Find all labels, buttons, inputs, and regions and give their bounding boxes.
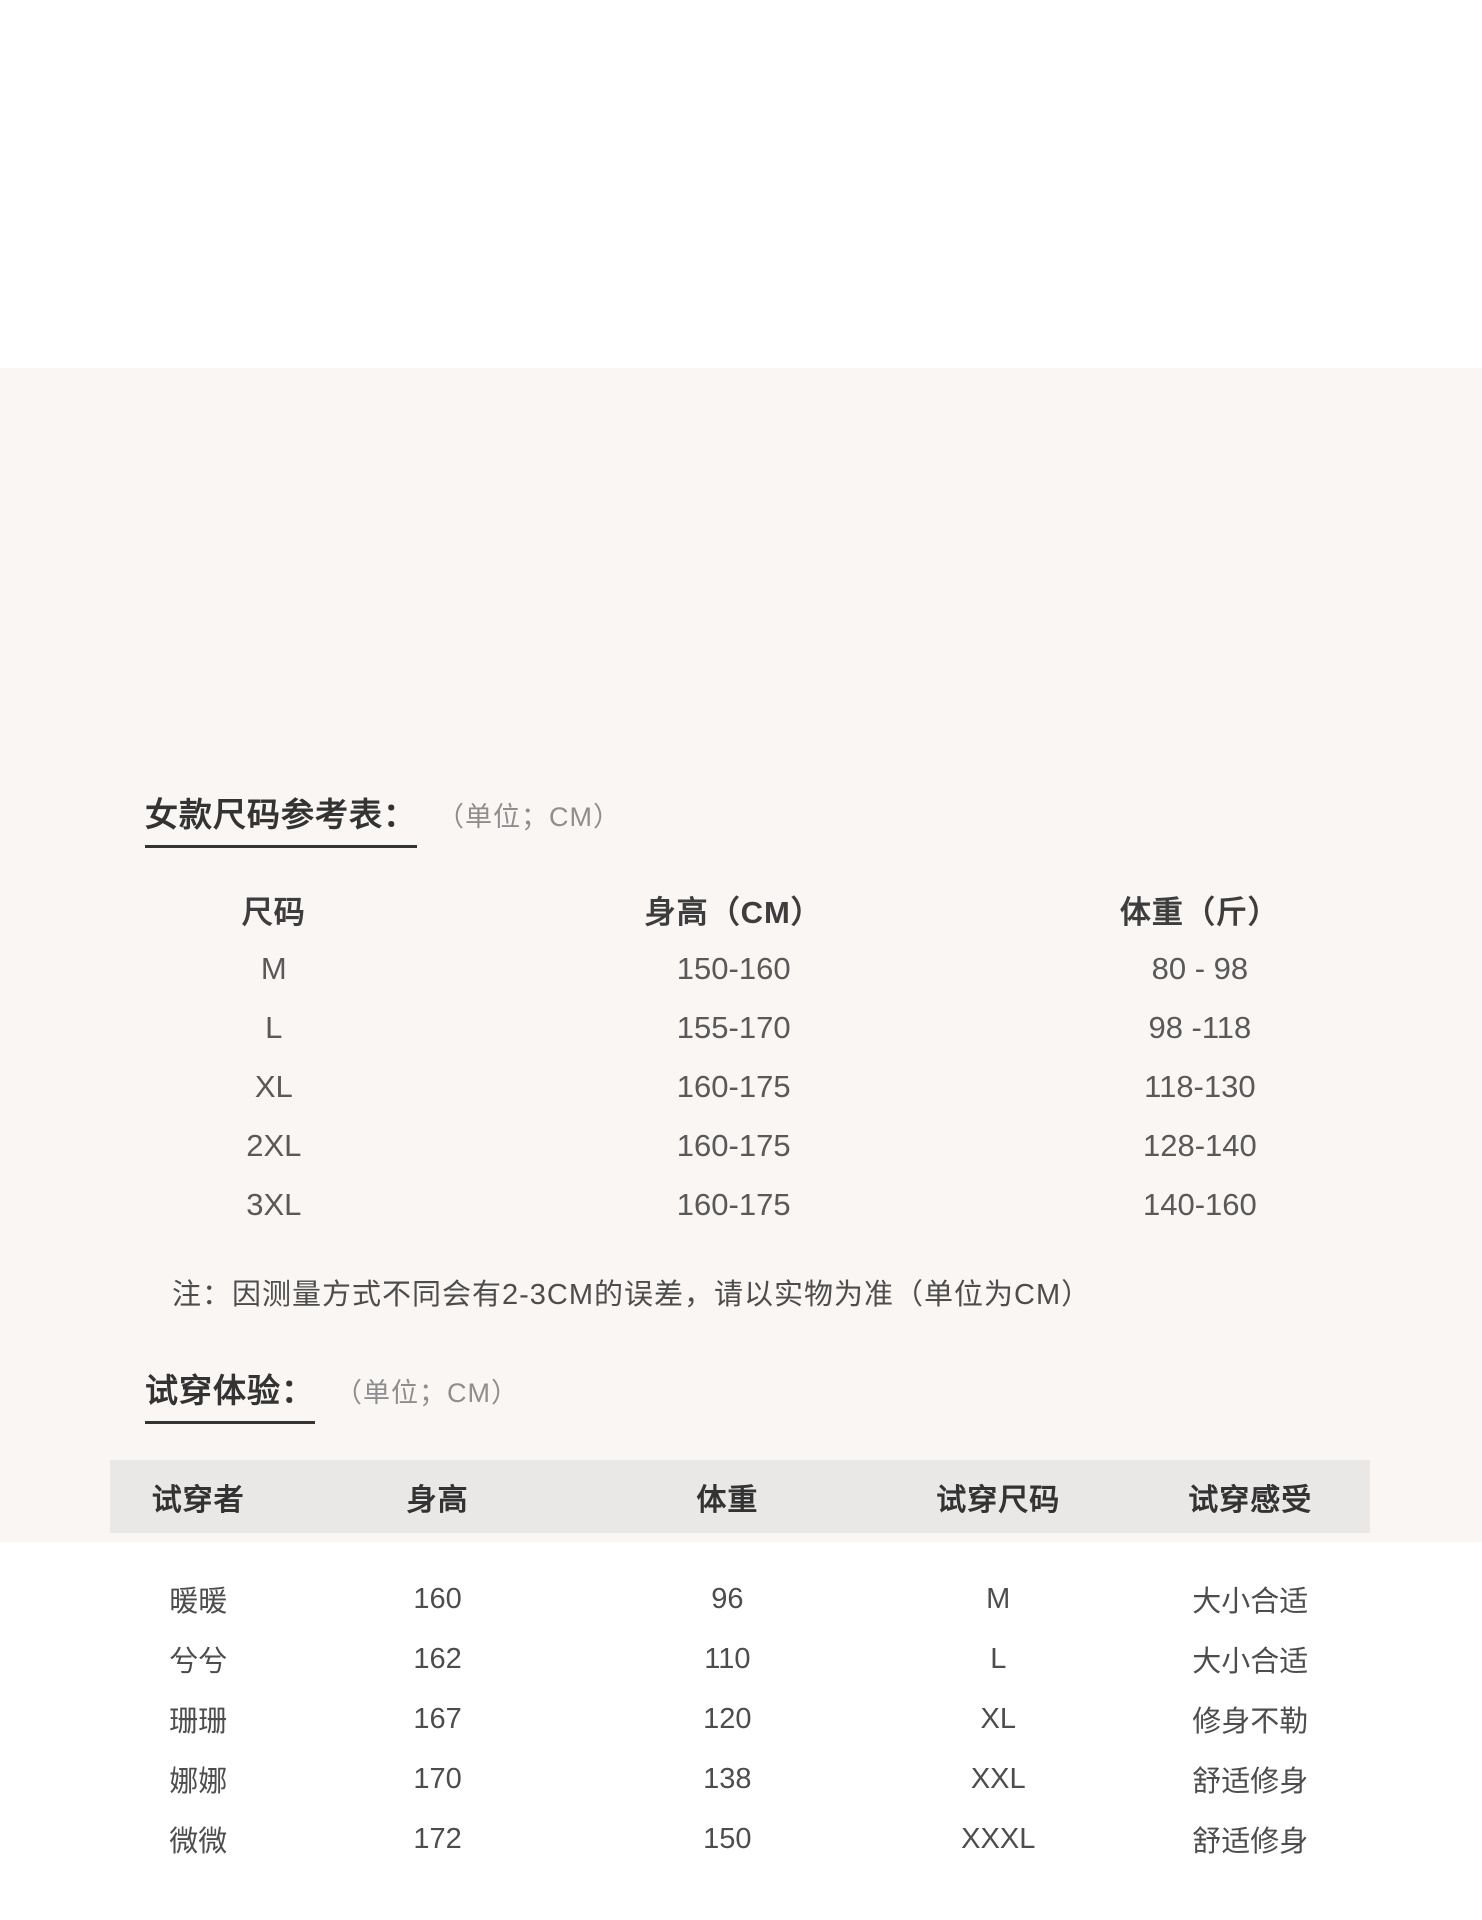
height-cell: 160-175 bbox=[676, 1127, 791, 1163]
size-cell: XL bbox=[254, 1068, 293, 1104]
weight-cell: 118-130 bbox=[1144, 1068, 1256, 1104]
tester-cell: 暖暖 bbox=[169, 1586, 228, 1618]
weight-cell: 96 bbox=[711, 1582, 744, 1615]
size-table-header-row: 尺码 身高（CM） 体重（斤） bbox=[110, 880, 1370, 939]
feel-cell: 舒适修身 bbox=[1192, 1766, 1309, 1798]
weight-cell: 150 bbox=[703, 1822, 752, 1855]
fit-header-tester: 试穿者 bbox=[151, 1483, 245, 1517]
content-panel: 女款尺码参考表： （单位；CM） 尺码 身高（CM） 体重（斤） M 150-1… bbox=[0, 368, 1482, 1858]
fit-table-header-row: 试穿者 身高 体重 试穿尺码 试穿感受 bbox=[110, 1460, 1370, 1533]
fit-table-row: 兮兮 162 110 L 大小合适 bbox=[110, 1629, 1370, 1689]
tester-cell: 娜娜 bbox=[169, 1766, 228, 1798]
size-cell: M bbox=[260, 950, 287, 986]
size-cell: 2XL bbox=[246, 1127, 302, 1163]
weight-cell: 98 -118 bbox=[1148, 1009, 1252, 1045]
tester-cell: 微微 bbox=[169, 1826, 228, 1858]
height-cell: 155-170 bbox=[676, 1009, 791, 1045]
feel-cell: 修身不勒 bbox=[1192, 1706, 1309, 1738]
size-table: 尺码 身高（CM） 体重（斤） M 150-160 80 - 98 L 155-… bbox=[110, 880, 1370, 1234]
size-cell: XL bbox=[980, 1702, 1016, 1735]
size-table-row: M 150-160 80 - 98 bbox=[110, 939, 1370, 998]
measurement-note: 注：因测量方式不同会有2-3CM的误差，请以实物为准（单位为CM） bbox=[172, 1279, 1092, 1311]
weight-cell: 110 bbox=[704, 1642, 751, 1675]
fit-table-row: 娜娜 170 138 XXL 舒适修身 bbox=[110, 1749, 1370, 1809]
weight-cell: 80 - 98 bbox=[1151, 950, 1249, 986]
weight-cell: 138 bbox=[703, 1762, 752, 1795]
size-cell: M bbox=[986, 1582, 1011, 1615]
height-cell: 170 bbox=[413, 1762, 462, 1795]
size-cell: XXL bbox=[970, 1762, 1026, 1795]
fit-header-height: 身高 bbox=[406, 1483, 469, 1517]
fit-table-body: 暖暖 160 96 M 大小合适 兮兮 162 110 L 大小合适 珊珊 16… bbox=[110, 1569, 1370, 1869]
size-section-title-text: 女款尺码参考表： bbox=[145, 788, 417, 848]
fit-table-row: 微微 172 150 XXXL 舒适修身 bbox=[110, 1809, 1370, 1869]
size-table-row: 3XL 160-175 140-160 bbox=[110, 1175, 1370, 1234]
size-cell: L bbox=[990, 1642, 1007, 1675]
size-table-row: 2XL 160-175 128-140 bbox=[110, 1116, 1370, 1175]
feel-cell: 舒适修身 bbox=[1192, 1826, 1309, 1858]
height-cell: 160-175 bbox=[676, 1186, 791, 1222]
height-cell: 162 bbox=[413, 1642, 462, 1675]
tester-cell: 珊珊 bbox=[169, 1706, 228, 1738]
size-section-unit-label: （单位；CM） bbox=[437, 802, 621, 832]
size-header-height: 身高（CM） bbox=[644, 895, 823, 930]
fit-header-feel: 试穿感受 bbox=[1188, 1483, 1313, 1517]
fit-table-row: 暖暖 160 96 M 大小合适 bbox=[110, 1569, 1370, 1629]
height-cell: 160 bbox=[413, 1582, 462, 1615]
tester-cell: 兮兮 bbox=[169, 1646, 228, 1678]
fit-section-title: 试穿体验： （单位；CM） bbox=[145, 1364, 519, 1424]
fit-section-unit-label: （单位；CM） bbox=[335, 1378, 519, 1408]
feel-cell: 大小合适 bbox=[1192, 1586, 1309, 1618]
feel-cell: 大小合适 bbox=[1192, 1646, 1309, 1678]
fit-header-size: 试穿尺码 bbox=[936, 1483, 1061, 1517]
size-table-row: XL 160-175 118-130 bbox=[110, 1057, 1370, 1116]
height-cell: 160-175 bbox=[676, 1068, 791, 1104]
fit-table: 试穿者 身高 体重 试穿尺码 试穿感受 暖暖 160 96 M 大小合适 兮兮 … bbox=[110, 1460, 1370, 1869]
height-cell: 172 bbox=[413, 1822, 462, 1855]
size-cell: 3XL bbox=[246, 1186, 302, 1222]
size-table-row: L 155-170 98 -118 bbox=[110, 998, 1370, 1057]
weight-cell: 120 bbox=[703, 1702, 752, 1735]
fit-section-title-text: 试穿体验： bbox=[145, 1364, 315, 1424]
size-cell: XXXL bbox=[961, 1822, 1036, 1855]
size-header-weight: 体重（斤） bbox=[1119, 895, 1280, 930]
height-cell: 167 bbox=[413, 1702, 462, 1735]
size-cell: L bbox=[265, 1009, 283, 1045]
weight-cell: 140-160 bbox=[1142, 1186, 1257, 1222]
size-header-size: 尺码 bbox=[241, 895, 306, 930]
weight-cell: 128-140 bbox=[1142, 1127, 1257, 1163]
fit-header-weight: 体重 bbox=[696, 1483, 759, 1517]
fit-table-row: 珊珊 167 120 XL 修身不勒 bbox=[110, 1689, 1370, 1749]
size-section-title: 女款尺码参考表： （单位；CM） bbox=[145, 788, 621, 848]
height-cell: 150-160 bbox=[676, 950, 791, 986]
